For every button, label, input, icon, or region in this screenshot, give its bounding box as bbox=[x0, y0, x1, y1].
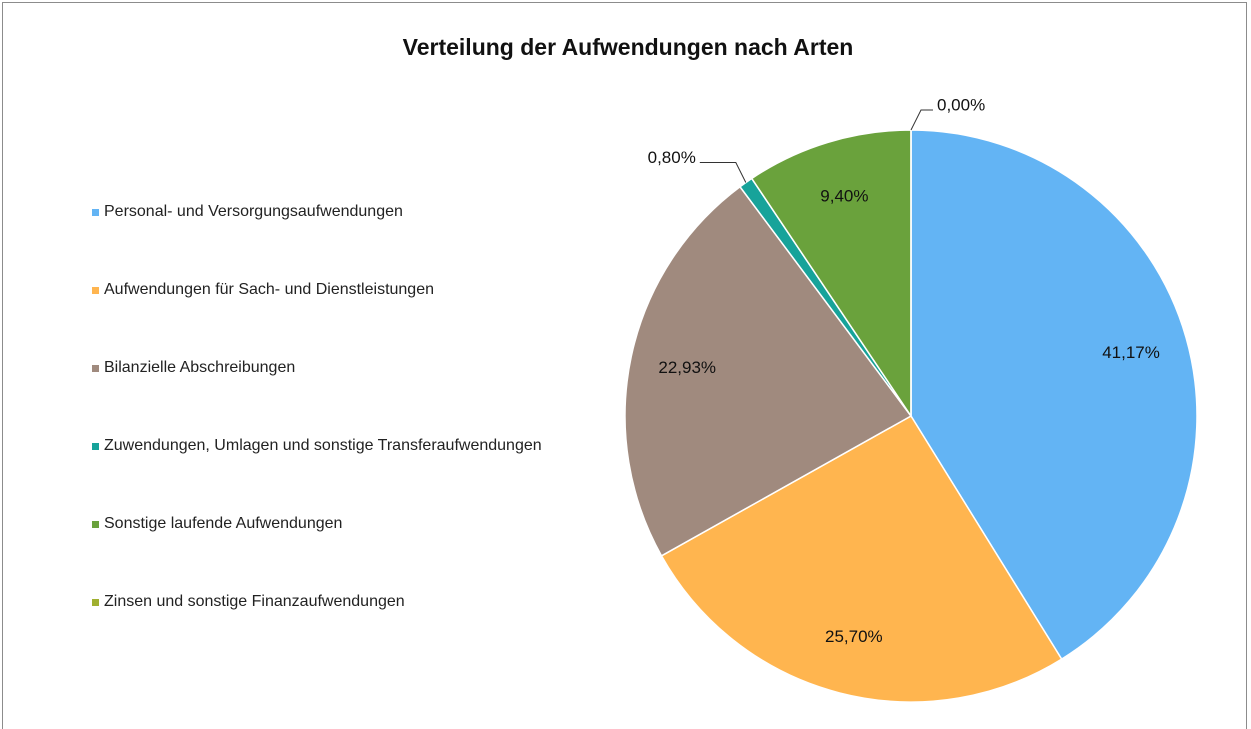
data-label: 0,80% bbox=[648, 148, 696, 167]
data-label: 22,93% bbox=[658, 358, 716, 377]
legend-swatch bbox=[92, 520, 99, 528]
pie-slice bbox=[750, 129, 912, 419]
legend-swatch bbox=[92, 364, 99, 372]
legend-label: Sonstige laufende Aufwendungen bbox=[104, 515, 343, 532]
data-label: 9,40% bbox=[820, 187, 868, 206]
legend-item: Bilanzielle Abschreibungen bbox=[92, 329, 552, 407]
legend-swatch bbox=[92, 286, 99, 294]
legend-item: Zinsen und sonstige Finanzaufwendungen bbox=[92, 563, 552, 641]
pie-slice bbox=[624, 185, 913, 557]
data-label: 41,17% bbox=[1102, 343, 1160, 362]
legend-item: Aufwendungen für Sach- und Dienstleistun… bbox=[92, 251, 552, 329]
legend-item: Personal- und Versorgungsaufwendungen bbox=[92, 173, 552, 251]
legend-label: Zuwendungen, Umlagen und sonstige Transf… bbox=[104, 437, 542, 454]
legend-swatch bbox=[92, 598, 99, 606]
legend-swatch bbox=[92, 442, 99, 450]
leader-line bbox=[910, 109, 933, 131]
legend-swatch bbox=[92, 208, 99, 216]
legend-item: Sonstige laufende Aufwendungen bbox=[92, 485, 552, 563]
data-label: 25,70% bbox=[825, 627, 883, 646]
leader-line bbox=[699, 162, 747, 183]
legend: Personal- und Versorgungsaufwendungen Auf… bbox=[92, 173, 552, 641]
legend-label: Personal- und Versorgungsaufwendungen bbox=[104, 203, 403, 220]
legend-label: Zinsen und sonstige Finanzaufwendungen bbox=[104, 593, 405, 610]
data-label: 0,00% bbox=[937, 95, 985, 114]
legend-label: Aufwendungen für Sach- und Dienstleistun… bbox=[104, 281, 434, 298]
pie-slice bbox=[660, 414, 1063, 703]
chart-title: Verteilung der Aufwendungen nach Arten bbox=[403, 34, 854, 60]
legend-label: Bilanzielle Abschreibungen bbox=[104, 359, 296, 376]
pie-slice bbox=[910, 129, 1198, 661]
legend-item: Zuwendungen, Umlagen und sonstige Transf… bbox=[92, 407, 552, 485]
